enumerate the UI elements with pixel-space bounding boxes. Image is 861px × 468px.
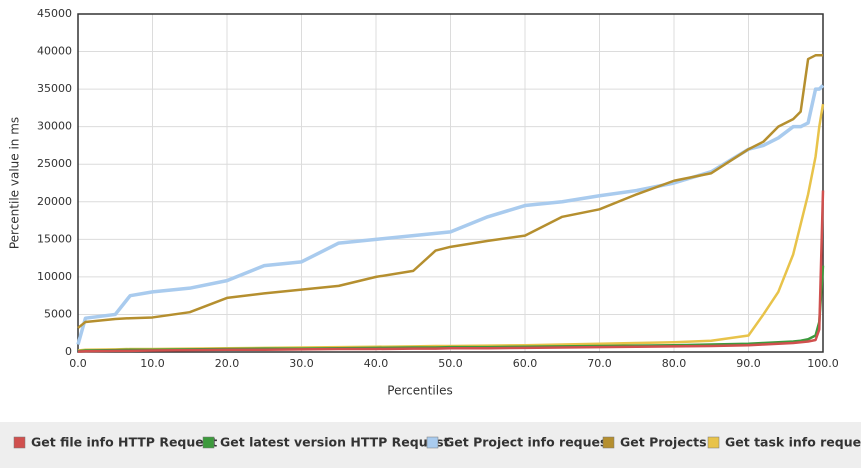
x-tick-label: 80.0	[662, 357, 687, 370]
y-tick-label: 35000	[37, 82, 72, 95]
legend-swatch[interactable]	[13, 436, 26, 449]
x-tick-label: 100.0	[807, 357, 839, 370]
y-tick-label: 30000	[37, 120, 72, 133]
x-tick-label: 0.0	[69, 357, 87, 370]
series-line	[77, 54, 823, 329]
legend-swatch[interactable]	[426, 436, 439, 449]
plot-frame	[77, 13, 824, 353]
x-axis-label: Percentiles	[387, 384, 452, 398]
x-tick-label: 30.0	[289, 357, 314, 370]
x-tick-label: 90.0	[736, 357, 761, 370]
legend-swatch[interactable]	[707, 436, 720, 449]
x-tick-label: 60.0	[513, 357, 538, 370]
y-tick-label: 25000	[37, 157, 72, 170]
legend-label[interactable]: Get task info request	[725, 435, 861, 450]
y-tick-label: 45000	[37, 7, 72, 20]
legend-label[interactable]: Get latest version HTTP Request	[220, 435, 450, 450]
y-tick-label: 40000	[37, 45, 72, 58]
y-tick-label: 0	[65, 345, 72, 358]
x-tick-label: 70.0	[587, 357, 612, 370]
legend-label[interactable]: Get file info HTTP Request	[31, 435, 217, 450]
y-axis-label: Percentile value in ms	[8, 117, 22, 249]
x-tick-label: 10.0	[140, 357, 165, 370]
legend-label[interactable]: Get Projects	[620, 435, 707, 450]
series-line	[76, 84, 825, 345]
y-tick-label: 10000	[37, 270, 72, 283]
y-tick-label: 20000	[37, 195, 72, 208]
series-line	[77, 190, 825, 353]
legend-swatch[interactable]	[602, 436, 615, 449]
y-tick-label: 15000	[37, 232, 72, 245]
y-tick-label: 5000	[44, 307, 72, 320]
x-tick-label: 40.0	[364, 357, 389, 370]
legend-swatch[interactable]	[202, 436, 215, 449]
x-tick-label: 50.0	[438, 357, 463, 370]
legend-label[interactable]: Get Project info request	[444, 435, 613, 450]
x-tick-label: 20.0	[215, 357, 240, 370]
